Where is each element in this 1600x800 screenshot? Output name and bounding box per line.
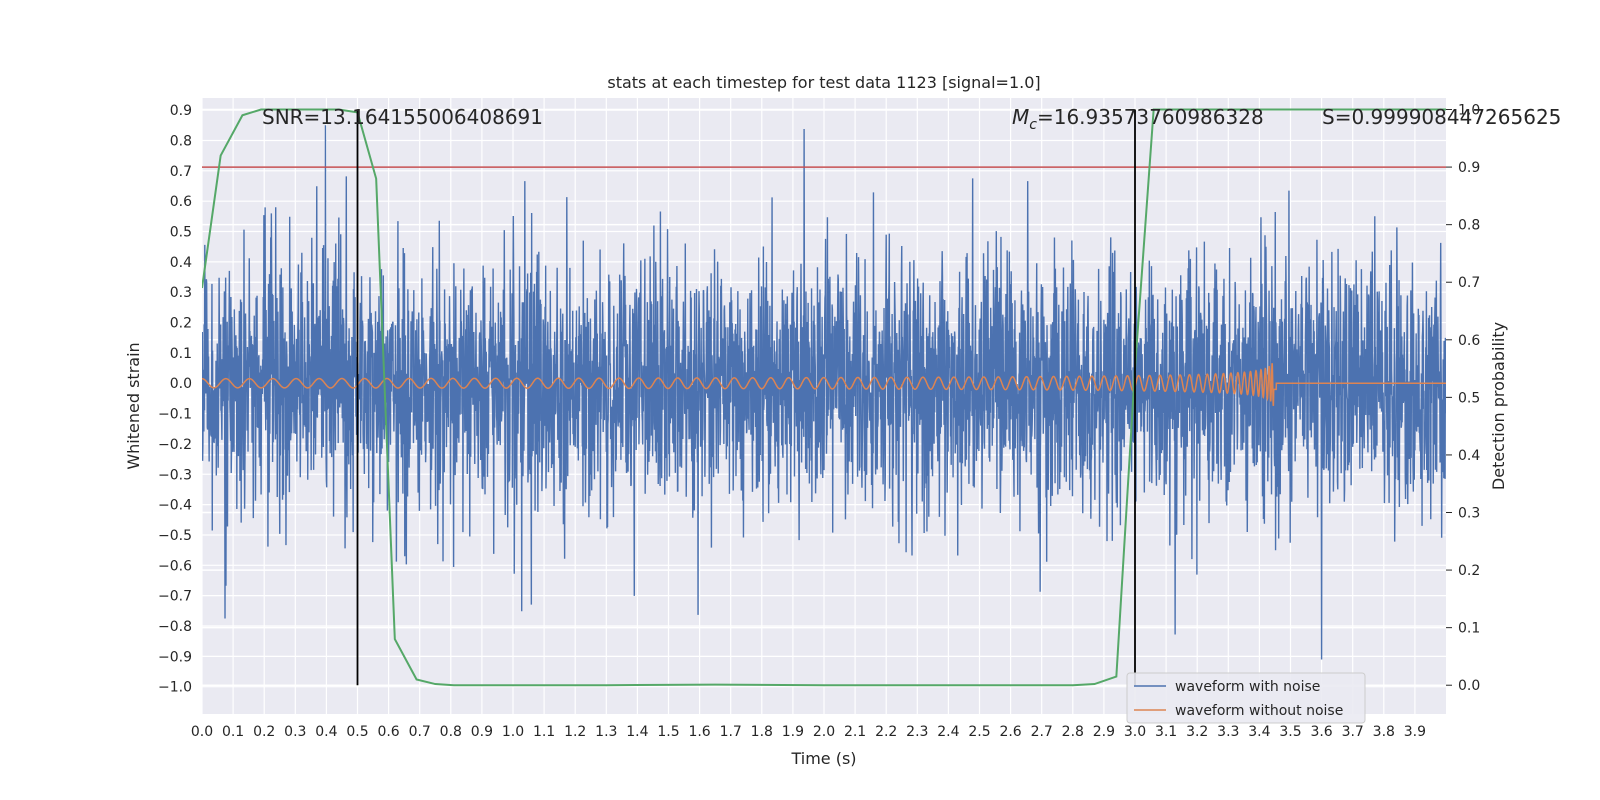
- y-tick-label: −0.2: [158, 437, 192, 453]
- y2-tick-label: 0.1: [1458, 621, 1480, 637]
- y-tick-label: 0.6: [170, 194, 192, 210]
- x-axis-label: Time (s): [790, 749, 856, 768]
- x-tick-label: 1.4: [626, 724, 648, 740]
- y-tick-label: −0.4: [158, 498, 192, 514]
- chirp-mass-annotation: Mc=16.93573760986328: [1012, 105, 1264, 133]
- x-tick-label: 1.1: [533, 724, 555, 740]
- y2-tick-label: 0.9: [1458, 160, 1480, 176]
- chirp-mass-subscript: c: [1029, 117, 1037, 133]
- x-tick-label: 0.3: [284, 724, 306, 740]
- series-detection-probability: [202, 108, 1446, 687]
- x-tick-label: 1.0: [502, 724, 524, 740]
- x-tick-label: 0.9: [471, 724, 493, 740]
- x-tick-label: 0.2: [253, 724, 275, 740]
- x-tick-label: 1.3: [595, 724, 617, 740]
- y2-tick-label: 0.0: [1458, 678, 1480, 694]
- y-tick-label: 0.4: [170, 255, 192, 271]
- x-tick-label: 3.2: [1186, 724, 1208, 740]
- x-tick-label: 3.4: [1248, 724, 1270, 740]
- x-tick-label: 3.0: [1124, 724, 1146, 740]
- y2-tick-label: 0.3: [1458, 506, 1480, 522]
- x-tick-label: 1.8: [751, 724, 773, 740]
- x-tick-label: 0.7: [409, 724, 431, 740]
- chirp-mass-value: =16.93573760986328: [1037, 105, 1264, 129]
- y2-tick-label: 0.8: [1458, 218, 1480, 234]
- x-tick-label: 2.4: [937, 724, 959, 740]
- y2-tick-label: 0.4: [1458, 448, 1480, 464]
- x-tick-label: 0.5: [346, 724, 368, 740]
- y-tick-label: 0.8: [170, 133, 192, 149]
- chart-title: stats at each timestep for test data 112…: [607, 73, 1040, 92]
- legend-label-waveform-with-noise: waveform with noise: [1175, 679, 1320, 695]
- x-tick-label: 3.7: [1342, 724, 1364, 740]
- x-tick-label: 1.6: [688, 724, 710, 740]
- y2-tick-label: 0.2: [1458, 563, 1480, 579]
- chirp-mass-symbol: M: [1012, 105, 1029, 129]
- y-tick-label: −0.3: [158, 467, 192, 483]
- x-tick-label: 0.4: [315, 724, 337, 740]
- x-tick-label: 3.8: [1373, 724, 1395, 740]
- y-axis-label: Whitened strain: [124, 342, 143, 469]
- x-tick-label: 2.6: [999, 724, 1021, 740]
- y2-tick-labels: 1.0 0.9 0.8 0.7 0.6 0.5 0.4 0.3 0.2 0.1 0.0: [1446, 103, 1480, 694]
- y-tick-label: −0.5: [158, 528, 192, 544]
- legend-box: [1126, 672, 1366, 724]
- y2-axis-label: Detection probability: [1489, 322, 1508, 490]
- y-tick-label: −0.1: [158, 407, 192, 423]
- x-tick-label: 2.1: [844, 724, 866, 740]
- x-tick-label: 0.0: [191, 724, 213, 740]
- y-tick-label: −0.7: [158, 589, 192, 605]
- legend: waveform with noise waveform without noi…: [1126, 672, 1366, 724]
- x-tick-label: 2.0: [813, 724, 835, 740]
- y-tick-labels: 0.9 0.8 0.7 0.6 0.5 0.4 0.3 0.2 0.1 0.0 −0.1 −0.2 −0…: [158, 103, 192, 696]
- y2-tick-label: 0.7: [1458, 275, 1480, 291]
- x-tick-label: 3.3: [1217, 724, 1239, 740]
- x-tick-label: 2.3: [906, 724, 928, 740]
- x-tick-label: 2.9: [1093, 724, 1115, 740]
- y2-tick-label: 1.0: [1458, 103, 1480, 119]
- x-tick-labels: 0.0 0.1 0.2 0.3 0.4 0.5 0.6 0.7 0.8 0.9 1.0 1.1 1.2 1…: [191, 724, 1426, 740]
- y2-tick-label: 0.5: [1458, 390, 1480, 406]
- y-tick-label: 0.3: [170, 285, 192, 301]
- y-tick-label: 0.7: [170, 164, 192, 180]
- x-tick-label: 1.9: [782, 724, 804, 740]
- vertical-markers: [356, 109, 1136, 686]
- x-tick-label: 0.1: [222, 724, 244, 740]
- y-tick-label: −0.8: [158, 619, 192, 635]
- snr-annotation: SNR=13.164155006408691: [262, 105, 543, 129]
- series-waveform-without-noise: [202, 363, 1446, 407]
- x-tick-label: 2.7: [1031, 724, 1053, 740]
- legend-label-waveform-without-noise: waveform without noise: [1175, 703, 1343, 719]
- x-tick-label: 3.9: [1404, 724, 1426, 740]
- y-tick-label: −0.9: [158, 649, 192, 665]
- x-tick-label: 1.5: [657, 724, 679, 740]
- x-tick-label: 0.8: [440, 724, 462, 740]
- y-tick-label: 0.2: [170, 316, 192, 332]
- y-tick-label: 0.9: [170, 103, 192, 119]
- y-tick-label: −1.0: [158, 680, 192, 696]
- x-tick-label: 0.6: [377, 724, 399, 740]
- x-tick-label: 3.5: [1279, 724, 1301, 740]
- x-tick-label: 2.2: [875, 724, 897, 740]
- y2-tick-label: 0.6: [1458, 333, 1480, 349]
- x-tick-label: 3.6: [1310, 724, 1332, 740]
- y-tick-label: 0.0: [170, 376, 192, 392]
- s-annotation: S=0.999908447265625: [1322, 105, 1561, 129]
- y-tick-label: 0.1: [170, 346, 192, 362]
- y-tick-label: 0.5: [170, 225, 192, 241]
- x-tick-label: 3.1: [1155, 724, 1177, 740]
- x-tick-label: 2.5: [968, 724, 990, 740]
- y-tick-label: −0.6: [158, 558, 192, 574]
- x-tick-label: 2.8: [1062, 724, 1084, 740]
- x-tick-label: 1.7: [720, 724, 742, 740]
- x-tick-label: 1.2: [564, 724, 586, 740]
- plot-series: [202, 108, 1446, 687]
